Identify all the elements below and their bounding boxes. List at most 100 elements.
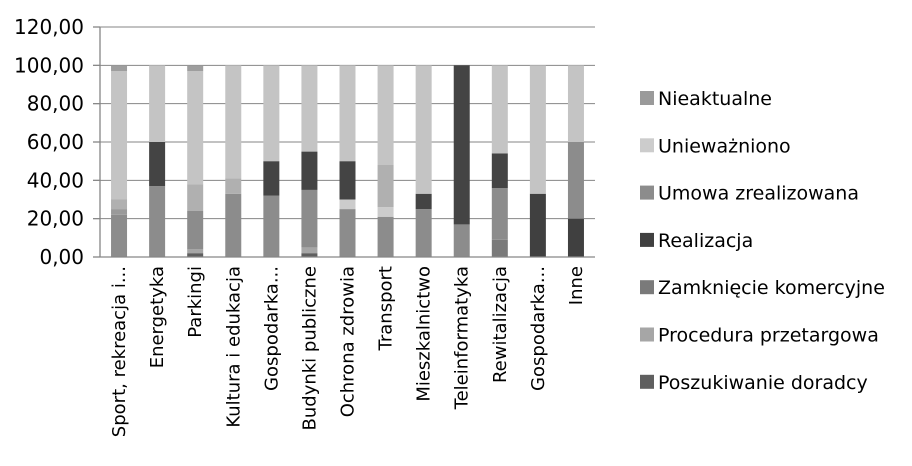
x-tick-label: Sport, rekreacja i... (109, 266, 130, 437)
bar-segment (339, 199, 356, 210)
bar-segment (187, 211, 204, 250)
bar-segment (415, 65, 432, 194)
bar-segment (339, 209, 356, 257)
bar-stack (149, 65, 166, 257)
bar-segment (567, 142, 584, 219)
bar-segment (567, 218, 584, 257)
legend-label: Unieważniono (658, 135, 791, 157)
legend-entry: Poszukiwanie doradcy (640, 372, 868, 394)
bar-segment (301, 189, 318, 248)
bar-segment (225, 193, 242, 257)
y-tick-labels: 0,00 20,00 40,00 60,00 80,00 100,00 120,00 (14, 15, 84, 269)
bar-segment (225, 178, 242, 194)
legend-label: Poszukiwanie doradcy (658, 372, 868, 394)
bar-segment (301, 247, 318, 254)
legend-label: Zamknięcie komercyjne (658, 277, 885, 299)
bar-segment (149, 65, 166, 142)
bar-segment (339, 65, 356, 162)
bar-segment (187, 65, 204, 72)
x-tick-label: Gospodarka... (528, 266, 549, 391)
x-tick-label: Teleinformatyka (452, 266, 473, 410)
legend-swatch (640, 232, 654, 247)
y-tick-label: 120,00 (14, 15, 84, 39)
bar-segment (149, 142, 166, 187)
bar-stack (567, 65, 584, 257)
bar-segment (567, 65, 584, 142)
legend-swatch (640, 280, 654, 295)
x-tick-label: Transport (376, 266, 397, 351)
bar-segment (529, 65, 546, 194)
bar-segment (187, 71, 204, 185)
legend-swatch (640, 91, 654, 105)
bar-stack (529, 65, 546, 257)
legend-swatch (640, 138, 654, 153)
bar-segment (301, 65, 318, 152)
legend-swatch (640, 185, 654, 200)
bar-segment (111, 71, 128, 200)
bar-segment (225, 65, 242, 179)
axes (99, 27, 595, 258)
legend-label: Procedura przetargowa (658, 325, 879, 347)
bar-stack (453, 65, 470, 257)
x-tick-label: Ochrona zdrowia (338, 266, 359, 417)
bar-segment (377, 65, 394, 165)
bar-segment (301, 253, 318, 257)
bar-stack (225, 65, 242, 257)
x-tick-label: Budynki publiczne (299, 266, 320, 430)
bar-segment (263, 65, 280, 162)
legend-swatch (640, 374, 654, 389)
bar-segment (377, 207, 394, 217)
bar-segment (111, 209, 128, 215)
legend-entry: Unieważniono (640, 135, 791, 157)
x-tick-label: Energetyka (147, 266, 168, 368)
bar-segment (377, 165, 394, 208)
bar-segment (491, 239, 508, 257)
bar-segment (491, 188, 508, 240)
bar-segment (263, 161, 280, 196)
y-tick-label: 0,00 (39, 245, 84, 269)
legend-entry: Umowa zrealizowana (640, 183, 859, 205)
y-tick-label: 60,00 (27, 130, 84, 154)
bar-segment (111, 65, 128, 72)
x-tick-label: Gospodarka... (261, 266, 282, 391)
legend-entry: Procedura przetargowa (640, 325, 879, 347)
bar-segment (187, 249, 204, 254)
bar-segment (529, 193, 546, 257)
legend: Nieaktualne Unieważniono Umowa zrealizowan… (640, 88, 885, 394)
legend-label: Umowa zrealizowana (658, 183, 859, 205)
bar-stack (301, 65, 318, 257)
legend-swatch (640, 327, 654, 342)
legend-label: Nieaktualne (658, 88, 772, 110)
bar-segment (263, 195, 280, 257)
x-tick-label: Rewitalizacja (490, 266, 511, 383)
x-tick-label: Inne (566, 266, 587, 305)
bar-stack (415, 65, 432, 257)
bar-stack (377, 65, 394, 257)
y-tick-label: 20,00 (27, 207, 84, 231)
bar-segment (339, 161, 356, 200)
bars (111, 65, 584, 257)
bar-segment (415, 193, 432, 210)
bar-stack (491, 65, 508, 257)
y-tick-label: 100,00 (14, 53, 84, 77)
bar-segment (377, 216, 394, 257)
legend-entry: Nieaktualne (640, 88, 772, 110)
bar-segment (111, 214, 128, 257)
bar-stack (339, 65, 356, 257)
x-tick-label: Kultura i edukacja (223, 266, 244, 428)
bar-segment (301, 151, 318, 190)
bar-segment (491, 65, 508, 154)
legend-label: Realizacja (658, 230, 753, 252)
bar-stack (263, 65, 280, 257)
x-tick-labels: Sport, rekreacja i... Energetyka Parkingi K… (109, 266, 587, 437)
bar-segment (187, 253, 204, 257)
y-tick-label: 40,00 (27, 168, 84, 192)
bar-segment (187, 184, 204, 211)
bar-segment (111, 199, 128, 210)
bar-segment (491, 153, 508, 188)
y-tick-label: 80,00 (27, 92, 84, 116)
legend-entry: Zamknięcie komercyjne (640, 277, 885, 299)
x-tick-label: Mieszkalnictwo (414, 266, 435, 402)
bar-stack (187, 65, 204, 257)
